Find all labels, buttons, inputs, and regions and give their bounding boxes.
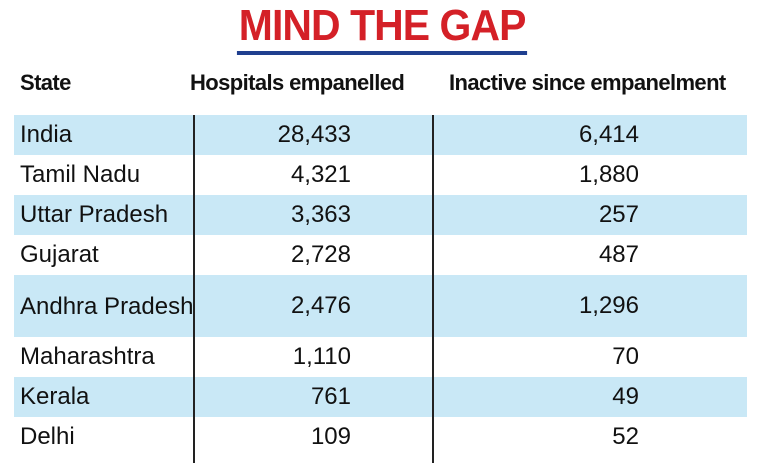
cell-hospitals: 28,433 bbox=[277, 121, 351, 148]
cell-hospitals: 3,363 bbox=[290, 201, 351, 228]
table-row: India 28,433 6,414 bbox=[14, 115, 747, 155]
column-divider bbox=[193, 115, 195, 463]
cell-inactive: 52 bbox=[612, 423, 639, 450]
cell-inactive: 70 bbox=[612, 343, 639, 370]
table-row: Kerala 761 49 bbox=[14, 377, 747, 417]
column-header-inactive: Inactive since empanelment bbox=[449, 70, 726, 95]
cell-hospitals: 2,476 bbox=[290, 292, 351, 319]
table-row: Maharashtra 1,110 70 bbox=[14, 337, 747, 377]
cell-hospitals: 2,728 bbox=[290, 241, 351, 268]
column-divider bbox=[432, 115, 434, 463]
cell-inactive: 487 bbox=[598, 241, 639, 268]
cell-state: Kerala bbox=[20, 383, 90, 410]
cell-state: Gujarat bbox=[20, 241, 99, 268]
table-row: Gujarat 2,728 487 bbox=[14, 235, 747, 275]
table-row: Uttar Pradesh 3,363 257 bbox=[14, 195, 747, 235]
cell-hospitals: 4,321 bbox=[290, 161, 351, 188]
cell-state: India bbox=[20, 121, 73, 148]
cell-inactive: 1,880 bbox=[578, 161, 639, 188]
cell-state: Andhra Pradesh bbox=[20, 292, 194, 320]
table-row: Tamil Nadu 4,321 1,880 bbox=[14, 155, 747, 195]
cell-hospitals: 1,110 bbox=[292, 343, 351, 370]
cell-hospitals: 109 bbox=[310, 423, 351, 450]
cell-state: Delhi bbox=[20, 423, 75, 450]
cell-inactive: 49 bbox=[612, 383, 639, 410]
cell-state: Tamil Nadu bbox=[20, 161, 141, 188]
title-wrap: MIND THE GAP bbox=[0, 3, 765, 55]
table-row: Andhra Pradesh 2,476 1,296 bbox=[14, 275, 747, 337]
cell-inactive: 257 bbox=[598, 201, 639, 228]
cell-state: Maharashtra bbox=[20, 343, 155, 370]
table-row: Delhi 109 52 bbox=[14, 417, 747, 457]
column-header-hospitals: Hospitals empanelled bbox=[190, 70, 405, 95]
cell-inactive: 6,414 bbox=[578, 121, 639, 148]
cell-inactive: 1,296 bbox=[578, 292, 639, 319]
column-header-state: State bbox=[20, 70, 71, 95]
table-body: India 28,433 6,414 Tamil Nadu 4,321 1,88… bbox=[14, 115, 747, 457]
table-title: MIND THE GAP bbox=[237, 3, 528, 55]
cell-state: Uttar Pradesh bbox=[20, 201, 169, 228]
cell-hospitals: 761 bbox=[310, 383, 351, 410]
